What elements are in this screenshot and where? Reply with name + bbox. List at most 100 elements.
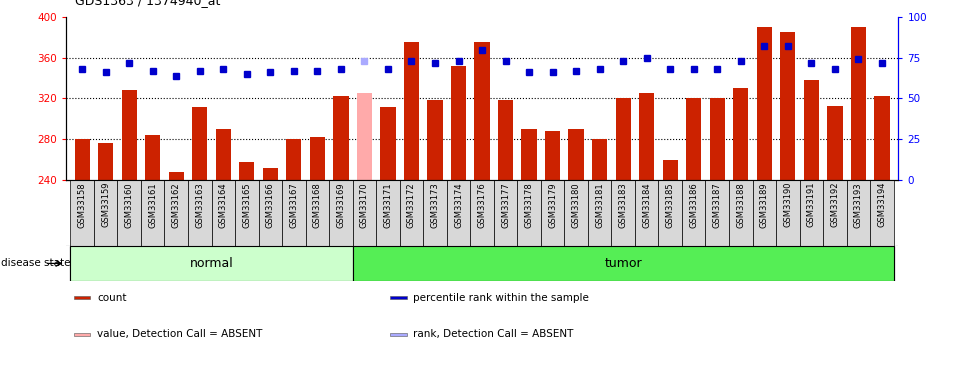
Bar bbox=[353, 246, 894, 281]
Text: GSM33168: GSM33168 bbox=[313, 182, 322, 228]
Bar bbox=[286, 139, 301, 180]
Bar bbox=[705, 180, 729, 246]
Text: percentile rank within the sample: percentile rank within the sample bbox=[413, 292, 589, 303]
Text: GSM33171: GSM33171 bbox=[384, 182, 392, 228]
Bar bbox=[851, 27, 867, 180]
Text: GSM33185: GSM33185 bbox=[666, 182, 674, 228]
Bar bbox=[122, 90, 137, 180]
Bar bbox=[733, 88, 749, 180]
Bar bbox=[282, 180, 305, 246]
Text: GSM33162: GSM33162 bbox=[172, 182, 181, 228]
Bar bbox=[305, 180, 329, 246]
Bar bbox=[404, 42, 419, 180]
Bar bbox=[804, 80, 819, 180]
Bar bbox=[141, 180, 164, 246]
Text: disease state: disease state bbox=[1, 258, 71, 268]
Bar bbox=[659, 180, 682, 246]
Text: GSM33188: GSM33188 bbox=[736, 182, 746, 228]
Bar bbox=[381, 106, 396, 180]
Text: GSM33164: GSM33164 bbox=[218, 182, 228, 228]
Bar bbox=[611, 180, 635, 246]
Bar bbox=[235, 180, 259, 246]
Bar bbox=[188, 180, 212, 246]
Bar bbox=[827, 106, 842, 180]
Bar bbox=[427, 100, 442, 180]
Text: GSM33165: GSM33165 bbox=[242, 182, 251, 228]
Bar bbox=[333, 96, 349, 180]
Bar bbox=[259, 180, 282, 246]
Text: GSM33177: GSM33177 bbox=[501, 182, 510, 228]
Text: GSM33159: GSM33159 bbox=[101, 182, 110, 228]
Text: GSM33176: GSM33176 bbox=[477, 182, 487, 228]
Bar bbox=[212, 180, 235, 246]
Bar bbox=[169, 172, 184, 180]
Bar bbox=[682, 180, 705, 246]
Bar bbox=[390, 296, 407, 299]
Text: GSM33174: GSM33174 bbox=[454, 182, 463, 228]
Text: normal: normal bbox=[189, 257, 234, 270]
Text: count: count bbox=[97, 292, 127, 303]
Text: GSM33169: GSM33169 bbox=[336, 182, 346, 228]
Text: GSM33180: GSM33180 bbox=[572, 182, 581, 228]
Bar bbox=[870, 180, 894, 246]
Bar bbox=[71, 246, 353, 281]
Bar bbox=[663, 160, 678, 180]
Bar bbox=[192, 106, 208, 180]
Bar bbox=[145, 135, 160, 180]
Bar bbox=[588, 180, 611, 246]
Text: rank, Detection Call = ABSENT: rank, Detection Call = ABSENT bbox=[413, 329, 574, 339]
Text: GSM33167: GSM33167 bbox=[290, 182, 298, 228]
Text: GSM33183: GSM33183 bbox=[618, 182, 628, 228]
Text: value, Detection Call = ABSENT: value, Detection Call = ABSENT bbox=[97, 329, 263, 339]
Text: GSM33178: GSM33178 bbox=[525, 182, 533, 228]
Bar bbox=[756, 27, 772, 180]
Bar bbox=[846, 180, 870, 246]
Bar bbox=[639, 93, 654, 180]
Bar bbox=[781, 32, 795, 180]
Bar bbox=[94, 180, 118, 246]
Bar bbox=[98, 143, 113, 180]
Bar bbox=[522, 129, 537, 180]
Text: GSM33170: GSM33170 bbox=[360, 182, 369, 228]
Bar bbox=[74, 296, 91, 299]
Bar bbox=[474, 42, 490, 180]
Bar bbox=[470, 180, 494, 246]
Bar bbox=[74, 139, 90, 180]
Text: tumor: tumor bbox=[605, 257, 642, 270]
Bar bbox=[710, 99, 724, 180]
Bar bbox=[753, 180, 776, 246]
Bar bbox=[800, 180, 823, 246]
Bar bbox=[451, 66, 467, 180]
Text: GSM33163: GSM33163 bbox=[195, 182, 204, 228]
Bar bbox=[776, 180, 800, 246]
Bar bbox=[356, 93, 372, 180]
Bar bbox=[400, 180, 423, 246]
Text: GSM33158: GSM33158 bbox=[77, 182, 87, 228]
Bar bbox=[564, 180, 588, 246]
Bar bbox=[592, 139, 608, 180]
Text: GSM33172: GSM33172 bbox=[407, 182, 416, 228]
Bar bbox=[263, 168, 278, 180]
Bar bbox=[545, 131, 560, 180]
Text: GDS1363 / 1374940_at: GDS1363 / 1374940_at bbox=[75, 0, 220, 8]
Bar bbox=[164, 180, 188, 246]
Text: GSM33179: GSM33179 bbox=[548, 182, 557, 228]
Text: GSM33186: GSM33186 bbox=[689, 182, 698, 228]
Bar bbox=[390, 333, 407, 336]
Bar bbox=[329, 180, 353, 246]
Bar bbox=[446, 180, 470, 246]
Text: GSM33193: GSM33193 bbox=[854, 182, 863, 228]
Text: GSM33191: GSM33191 bbox=[807, 182, 816, 228]
Bar bbox=[353, 180, 376, 246]
Bar bbox=[497, 100, 513, 180]
Text: GSM33160: GSM33160 bbox=[125, 182, 133, 228]
Bar bbox=[635, 180, 659, 246]
Text: GSM33190: GSM33190 bbox=[783, 182, 792, 228]
Bar bbox=[310, 137, 325, 180]
Text: GSM33187: GSM33187 bbox=[713, 182, 722, 228]
Text: GSM33184: GSM33184 bbox=[642, 182, 651, 228]
Text: GSM33166: GSM33166 bbox=[266, 182, 275, 228]
Bar bbox=[541, 180, 564, 246]
Bar bbox=[240, 162, 254, 180]
Bar bbox=[823, 180, 846, 246]
